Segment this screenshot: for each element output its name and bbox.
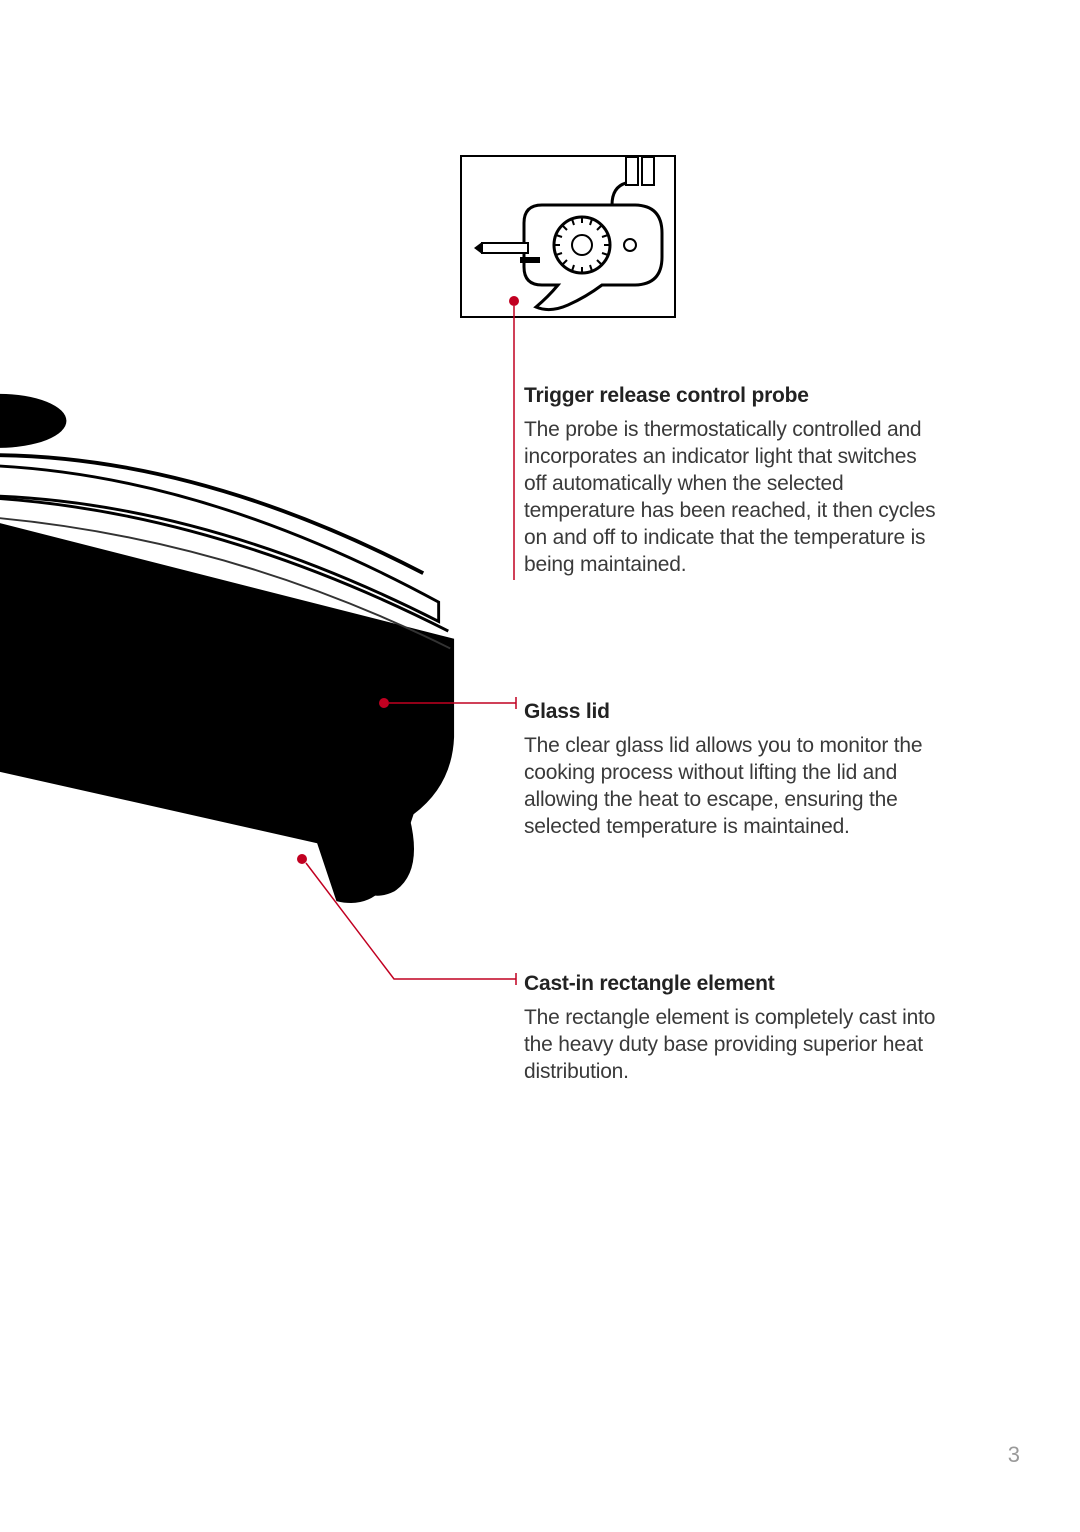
frypan-illustration bbox=[0, 390, 520, 930]
probe-diagram-box bbox=[460, 155, 676, 318]
callout-body: The clear glass lid allows you to monito… bbox=[524, 732, 940, 840]
callout-heading: Glass lid bbox=[524, 698, 940, 726]
callout-lid: Glass lid The clear glass lid allows you… bbox=[524, 698, 940, 840]
page: Trigger release control probe The probe … bbox=[0, 0, 1080, 1532]
callout-probe: Trigger release control probe The probe … bbox=[524, 382, 940, 578]
page-number: 3 bbox=[1008, 1442, 1020, 1468]
callout-body: The rectangle element is completely cast… bbox=[524, 1004, 940, 1085]
callout-heading: Trigger release control probe bbox=[524, 382, 940, 410]
probe-diagram-svg bbox=[462, 157, 678, 320]
callout-element: Cast-in rectangle element The rectangle … bbox=[524, 970, 940, 1085]
callout-body: The probe is thermostatically controlled… bbox=[524, 416, 940, 578]
callout-heading: Cast-in rectangle element bbox=[524, 970, 940, 998]
